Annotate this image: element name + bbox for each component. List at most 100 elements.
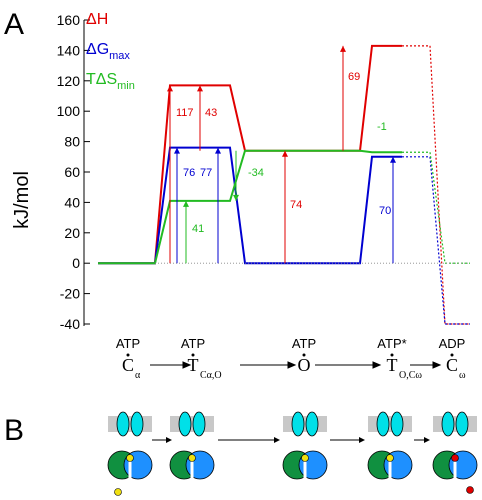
y-tick-label: 60 xyxy=(64,164,80,180)
membrane xyxy=(108,416,152,432)
legend-entry: ΔGmax xyxy=(86,41,130,62)
transporter-cartoon xyxy=(367,411,413,480)
delta-g-arrow-head xyxy=(390,156,396,163)
state-subscript: Cα,O xyxy=(200,370,222,381)
tmd-domain xyxy=(130,411,144,437)
schematic-arrow-head xyxy=(424,437,430,443)
nucleotide xyxy=(451,454,459,462)
state-arrow-head xyxy=(287,361,297,369)
transporter-cartoon xyxy=(107,411,153,480)
nucleotide xyxy=(126,454,134,462)
state-ligand-label: ADP xyxy=(439,336,466,351)
series-line xyxy=(98,44,402,265)
delta-h-arrow-head xyxy=(197,85,203,92)
annotation-label: 74 xyxy=(290,199,302,211)
state-conformation-label: C xyxy=(446,355,458,375)
y-tick-label: 140 xyxy=(57,42,81,58)
panel-b-label: B xyxy=(4,414,24,447)
legend: ΔH ΔGmax TΔSmin xyxy=(86,11,135,92)
nucleotide xyxy=(188,454,196,462)
adp-free xyxy=(466,486,474,494)
tmd-domain xyxy=(192,411,206,437)
series-line xyxy=(98,149,402,265)
state-dot xyxy=(390,353,394,357)
membrane xyxy=(170,416,214,432)
tmd-domain xyxy=(376,411,390,437)
tmd-domain xyxy=(291,411,305,437)
legend-entry-subscript: min xyxy=(117,80,135,92)
series-line-dotted xyxy=(402,45,470,325)
y-tick-label: 100 xyxy=(57,103,81,119)
state-ligand-label: ATP xyxy=(116,336,140,351)
legend-entry: ΔH xyxy=(86,11,108,28)
state-dot xyxy=(126,353,130,357)
state-dot xyxy=(450,353,454,357)
tds-arrow-head xyxy=(183,200,189,207)
state-conformation-label: T xyxy=(188,355,199,375)
annotation-label: 41 xyxy=(192,223,204,235)
state-subscript: α xyxy=(135,370,141,381)
schematic-arrow-head xyxy=(359,437,365,443)
state-dot xyxy=(302,353,306,357)
state-arrow-head xyxy=(372,361,382,369)
transporter-cartoon xyxy=(432,411,478,480)
mechanism-schematic xyxy=(107,411,478,496)
y-tick-label: 120 xyxy=(57,73,81,89)
state-subscript: O,Cω xyxy=(399,370,422,381)
y-axis: -40 -20 0 20 40 60 80 100 120 140 160 xyxy=(57,12,90,332)
legend-entry: TΔSmin xyxy=(86,71,135,92)
nucleotide xyxy=(386,454,394,462)
tmd-domain xyxy=(305,411,319,437)
y-tick-label: -20 xyxy=(60,286,80,302)
series-line-dotted xyxy=(402,151,470,264)
y-tick-label: -40 xyxy=(60,316,80,332)
y-tick-label: 0 xyxy=(72,255,80,271)
delta-h-arrow-head xyxy=(282,150,288,157)
annotation-label: 117 xyxy=(176,107,194,119)
annotation-label: 70 xyxy=(379,205,391,217)
annotation-label: 69 xyxy=(348,71,360,83)
annotation-label: 43 xyxy=(205,107,217,119)
annotation-label: -34 xyxy=(248,167,264,179)
nucleotide xyxy=(301,454,309,462)
membrane xyxy=(368,416,412,432)
schematic-arrow-head xyxy=(274,437,280,443)
membrane xyxy=(433,416,477,432)
y-tick-label: 40 xyxy=(64,194,80,210)
delta-h-arrow-head xyxy=(167,85,173,92)
tmd-domain xyxy=(455,411,469,437)
tmd-domain xyxy=(390,411,404,437)
schematic-arrow-head xyxy=(166,437,172,443)
atp-free xyxy=(114,488,122,496)
transporter-cartoon xyxy=(169,411,215,480)
y-tick-label: 160 xyxy=(57,12,81,28)
plot-area xyxy=(98,44,470,325)
y-tick-label: 20 xyxy=(64,225,80,241)
membrane xyxy=(283,416,327,432)
y-axis-label: kJ/mol xyxy=(11,171,33,229)
annotation-label: -1 xyxy=(377,121,387,133)
state-arrow-head xyxy=(182,361,192,369)
state-arrow-head xyxy=(432,361,442,369)
delta-g-arrow-head xyxy=(174,147,180,154)
state-conformation-label: O xyxy=(298,355,311,375)
delta-g-arrow-head xyxy=(215,147,221,154)
annotation-label: 77 xyxy=(200,167,212,179)
state-arrows xyxy=(150,361,442,369)
tmd-domain xyxy=(441,411,455,437)
tmd-domain xyxy=(116,411,130,437)
tmd-domain xyxy=(178,411,192,437)
delta-h-arrow-head xyxy=(340,45,346,52)
series-line xyxy=(98,146,402,265)
y-tick-label: 80 xyxy=(64,134,80,150)
state-ligand-label: ATP* xyxy=(377,336,406,351)
state-ligand-label: ATP xyxy=(181,336,205,351)
state-conformation-label: T xyxy=(387,355,398,375)
panel-a-label: A xyxy=(4,8,24,41)
annotations: 117 43 76 77 41 -34 74 69 -1 70 xyxy=(176,71,391,235)
annotation-label: 76 xyxy=(183,167,195,179)
legend-entry-subscript: max xyxy=(109,50,130,62)
state-ligand-label: ATP xyxy=(292,336,316,351)
